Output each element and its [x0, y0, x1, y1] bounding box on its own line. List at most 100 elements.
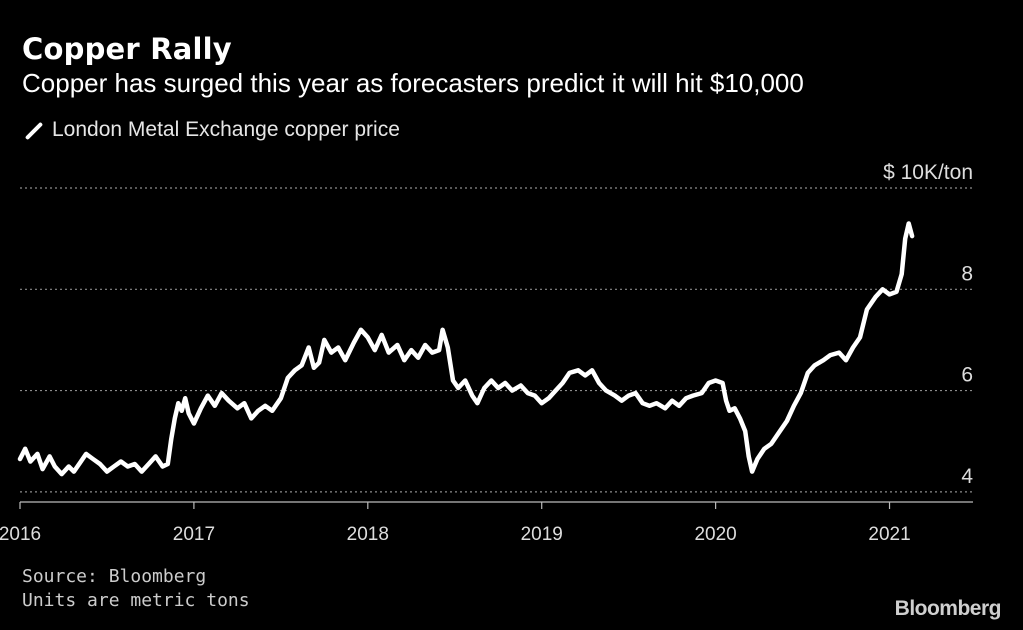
- x-tick-label: 2019: [521, 524, 563, 545]
- data-point: [762, 447, 766, 451]
- data-point: [300, 363, 304, 367]
- data-point: [220, 391, 224, 395]
- y-tick-label: 8: [961, 262, 973, 285]
- chart-subtitle: Copper has surged this year as forecaste…: [22, 68, 804, 98]
- data-point: [192, 421, 196, 426]
- data-point: [359, 328, 363, 332]
- data-point: [910, 234, 914, 238]
- data-point: [91, 457, 95, 461]
- data-point: [263, 404, 267, 408]
- data-point: [249, 416, 253, 420]
- y-tick-label: $ 10K/ton: [883, 161, 973, 184]
- x-tick-label: 2018: [347, 524, 389, 545]
- data-point: [663, 406, 667, 410]
- series-line-lme-copper: [17, 221, 915, 477]
- data-point: [187, 411, 191, 415]
- data-point: [583, 373, 587, 377]
- data-point: [242, 401, 246, 405]
- x-tick-label: 2020: [694, 524, 736, 545]
- data-point: [670, 399, 674, 403]
- data-point: [423, 343, 427, 347]
- data-point: [293, 368, 297, 372]
- data-point: [874, 295, 878, 299]
- data-point: [183, 396, 187, 400]
- data-point: [813, 363, 817, 367]
- data-point: [489, 378, 493, 383]
- data-point: [235, 406, 239, 410]
- data-point: [590, 368, 594, 372]
- data-point: [733, 406, 737, 410]
- units-note: Units are metric tons: [22, 590, 250, 611]
- data-point: [799, 391, 803, 395]
- x-tick-label: 2021: [868, 524, 910, 545]
- data-point: [887, 292, 892, 296]
- data-point: [620, 399, 624, 403]
- data-point: [634, 391, 638, 395]
- data-point: [714, 378, 718, 383]
- data-point: [437, 348, 441, 352]
- data-point: [828, 353, 833, 357]
- data-point: [540, 401, 544, 405]
- data-point: [647, 404, 652, 408]
- data-point: [395, 343, 399, 347]
- data-point: [451, 378, 455, 383]
- data-point: [199, 406, 203, 410]
- data-point: [343, 358, 347, 362]
- data-point: [18, 457, 22, 461]
- data-point: [154, 454, 158, 458]
- data-point: [463, 378, 467, 383]
- data-point: [119, 459, 123, 464]
- y-tick-label: 6: [961, 364, 973, 387]
- data-point: [256, 409, 260, 413]
- data-point: [169, 437, 173, 441]
- data-point: [894, 290, 899, 294]
- data-point: [322, 338, 326, 342]
- data-point: [373, 348, 377, 352]
- data-point: [576, 368, 580, 372]
- data-point: [352, 340, 356, 345]
- data-point: [67, 464, 71, 469]
- data-point: [533, 394, 537, 398]
- data-point: [213, 404, 217, 408]
- x-tick-label: 2017: [173, 524, 215, 545]
- data-point: [98, 462, 102, 466]
- data-point: [806, 371, 810, 375]
- data-point: [79, 459, 83, 464]
- data-point: [561, 381, 565, 385]
- chart-title: Copper Rally: [22, 32, 232, 66]
- data-point: [84, 452, 88, 456]
- data-point: [72, 470, 76, 474]
- data-point: [161, 464, 165, 469]
- data-point: [475, 401, 479, 405]
- data-point: [755, 457, 760, 461]
- data-point: [496, 386, 500, 390]
- data-point: [173, 416, 177, 420]
- data-point: [881, 287, 885, 291]
- data-point: [441, 328, 445, 332]
- data-point: [865, 307, 869, 312]
- data-point: [35, 452, 40, 456]
- data-point: [126, 464, 130, 469]
- data-point: [133, 462, 137, 466]
- data-point: [317, 361, 321, 365]
- data-point: [604, 389, 608, 393]
- source-note: Source: Bloomberg: [22, 566, 207, 587]
- y-tick-label: 4: [961, 465, 973, 488]
- data-point: [53, 464, 57, 469]
- data-point: [510, 389, 514, 393]
- data-point: [727, 409, 732, 413]
- data-point: [380, 333, 384, 337]
- data-point: [286, 376, 290, 380]
- data-point: [851, 345, 855, 350]
- data-point: [747, 454, 751, 458]
- data-point: [206, 394, 210, 398]
- data-point: [613, 394, 617, 398]
- data-point: [547, 396, 551, 400]
- data-point: [140, 470, 144, 474]
- data-point: [176, 401, 180, 405]
- data-point: [700, 391, 704, 395]
- data-point: [147, 462, 151, 466]
- data-point: [503, 381, 507, 385]
- data-point: [48, 454, 52, 458]
